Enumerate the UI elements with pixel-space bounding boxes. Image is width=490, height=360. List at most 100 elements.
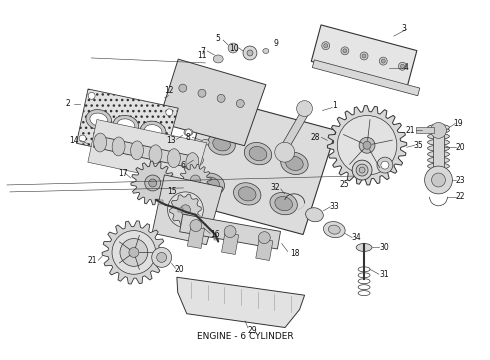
Circle shape	[381, 59, 385, 63]
Polygon shape	[88, 120, 207, 185]
Polygon shape	[187, 226, 204, 248]
Text: 5: 5	[216, 33, 220, 42]
Circle shape	[185, 129, 192, 135]
Text: 13: 13	[166, 136, 175, 145]
Bar	[205, 225, 210, 229]
Circle shape	[400, 64, 404, 68]
Ellipse shape	[144, 125, 162, 138]
Text: 20: 20	[175, 265, 184, 274]
Circle shape	[145, 175, 161, 191]
Ellipse shape	[86, 109, 112, 130]
Ellipse shape	[208, 133, 235, 155]
Ellipse shape	[328, 225, 340, 234]
Polygon shape	[102, 221, 166, 284]
Ellipse shape	[202, 177, 220, 191]
Circle shape	[247, 50, 253, 56]
Ellipse shape	[186, 153, 199, 172]
Polygon shape	[158, 59, 266, 146]
Ellipse shape	[148, 144, 162, 164]
Text: 18: 18	[290, 249, 299, 258]
Text: 10: 10	[229, 44, 239, 53]
Polygon shape	[221, 233, 239, 255]
Polygon shape	[433, 130, 444, 180]
Ellipse shape	[428, 151, 449, 157]
Polygon shape	[152, 175, 223, 245]
Text: 9: 9	[273, 39, 278, 48]
Circle shape	[179, 84, 187, 92]
Text: 6: 6	[180, 161, 185, 170]
Polygon shape	[312, 60, 420, 96]
Bar	[158, 201, 163, 204]
Ellipse shape	[130, 141, 144, 160]
Ellipse shape	[286, 156, 303, 171]
Ellipse shape	[263, 49, 269, 54]
Ellipse shape	[184, 129, 193, 136]
Ellipse shape	[201, 139, 209, 145]
Circle shape	[432, 173, 445, 187]
Circle shape	[363, 141, 371, 149]
Bar	[214, 236, 219, 240]
Ellipse shape	[428, 127, 449, 133]
Text: 21: 21	[406, 126, 416, 135]
Ellipse shape	[140, 121, 166, 141]
Circle shape	[362, 54, 366, 58]
Text: 16: 16	[210, 230, 220, 239]
Ellipse shape	[239, 187, 256, 201]
Circle shape	[343, 49, 347, 53]
Ellipse shape	[428, 133, 449, 139]
Polygon shape	[76, 89, 178, 162]
Text: 19: 19	[454, 119, 463, 128]
Circle shape	[381, 161, 389, 169]
Circle shape	[324, 44, 328, 48]
Circle shape	[88, 93, 95, 99]
Text: 25: 25	[340, 180, 349, 189]
Circle shape	[79, 135, 86, 142]
Circle shape	[129, 247, 139, 257]
Circle shape	[398, 62, 406, 70]
Ellipse shape	[428, 139, 449, 145]
Text: 2: 2	[66, 99, 71, 108]
Text: 1: 1	[332, 101, 337, 110]
Text: 22: 22	[456, 192, 465, 201]
Ellipse shape	[117, 119, 135, 132]
Polygon shape	[94, 135, 198, 170]
Circle shape	[431, 122, 446, 138]
Text: ENGINE - 6 CYLINDER: ENGINE - 6 CYLINDER	[196, 332, 294, 341]
Circle shape	[377, 157, 393, 173]
Text: 32: 32	[270, 184, 280, 193]
Text: 23: 23	[456, 176, 465, 185]
Circle shape	[356, 164, 368, 176]
Ellipse shape	[428, 163, 449, 169]
Ellipse shape	[168, 149, 180, 168]
Circle shape	[359, 167, 365, 173]
Polygon shape	[178, 96, 336, 234]
Circle shape	[360, 52, 368, 60]
Ellipse shape	[90, 113, 108, 126]
Polygon shape	[179, 164, 211, 196]
Ellipse shape	[167, 148, 181, 168]
Ellipse shape	[258, 232, 270, 244]
Ellipse shape	[306, 208, 323, 222]
Bar	[178, 208, 183, 212]
Circle shape	[275, 142, 294, 162]
Ellipse shape	[428, 169, 449, 175]
Circle shape	[157, 152, 164, 158]
Ellipse shape	[281, 152, 308, 175]
Polygon shape	[177, 277, 305, 328]
Polygon shape	[180, 214, 281, 249]
Text: 17: 17	[118, 168, 128, 177]
Circle shape	[217, 94, 225, 102]
Circle shape	[236, 100, 245, 108]
Ellipse shape	[224, 226, 236, 238]
Ellipse shape	[213, 137, 230, 151]
Ellipse shape	[428, 145, 449, 151]
Text: 12: 12	[164, 86, 173, 95]
Ellipse shape	[275, 197, 293, 211]
Ellipse shape	[197, 173, 224, 195]
Circle shape	[337, 116, 397, 175]
Ellipse shape	[249, 147, 267, 161]
Circle shape	[228, 43, 238, 53]
Text: 14: 14	[70, 136, 79, 145]
Circle shape	[296, 100, 313, 117]
Circle shape	[243, 46, 257, 60]
